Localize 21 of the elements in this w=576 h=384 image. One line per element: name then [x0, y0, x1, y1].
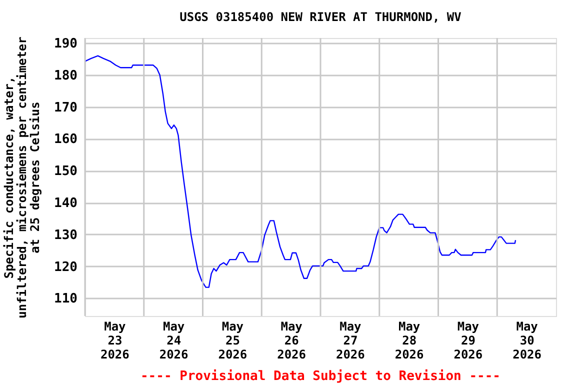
y-tick-label: 120 [54, 260, 78, 275]
y-tick-label: 150 [54, 164, 78, 180]
y-tick-label: 190 [54, 36, 78, 52]
x-tick-label: May 30 2026 [512, 320, 542, 362]
chart-title: USGS 03185400 NEW RIVER AT THURMOND, WV [180, 10, 462, 24]
x-tick-label: May 23 2026 [100, 320, 130, 362]
y-tick-label: 180 [54, 68, 78, 84]
x-tick-label: May 27 2026 [336, 320, 365, 362]
y-tick-label: 160 [54, 132, 78, 148]
y-tick-label: 130 [54, 228, 78, 243]
line-series [84, 55, 516, 288]
x-tick-label: May 24 2026 [159, 320, 188, 362]
x-tick-label: May 28 2026 [394, 320, 424, 362]
x-tick-label: May 29 2026 [454, 320, 483, 362]
text: ---- Provisional Data Subject to Revision ---- [140, 369, 501, 384]
x-tick-label: May 25 2026 [218, 320, 248, 362]
y-tick-label: 170 [54, 100, 78, 116]
x-tick-label: May 26 2026 [277, 320, 306, 362]
y-tick-label: 140 [54, 196, 78, 212]
y-tick-label: 110 [54, 292, 78, 307]
y-axis-title: Specific conductance, water, unfiltered, microsiemens per centimeter at 25 degrees Celsius [2, 36, 42, 318]
